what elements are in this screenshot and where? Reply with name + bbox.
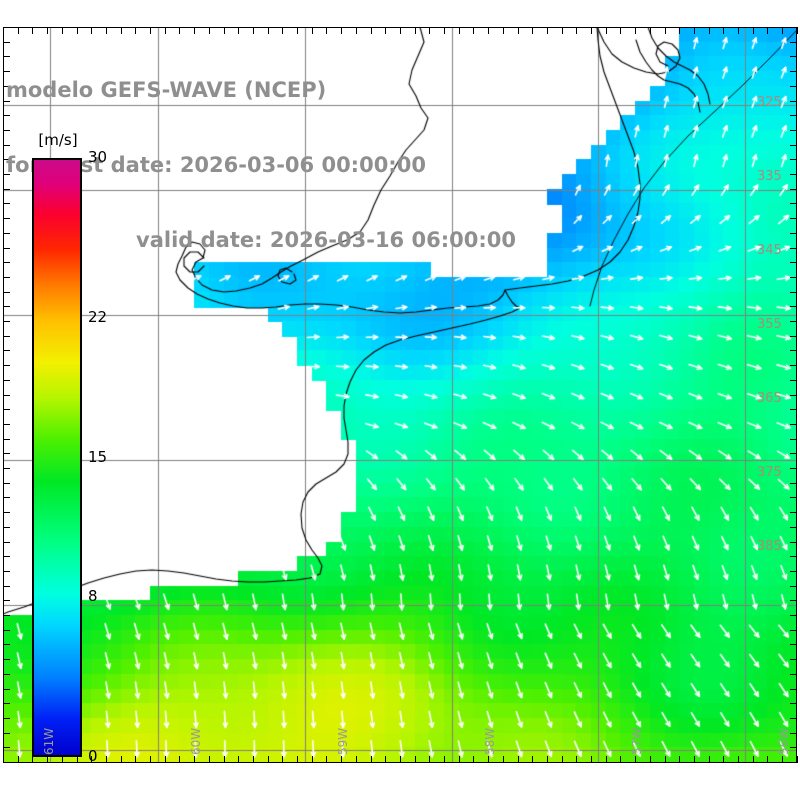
colorbar-tick-8: 8 bbox=[88, 587, 98, 606]
y-gridline-label-345: 345 bbox=[757, 243, 782, 258]
x-gridline-label-56W: 56W bbox=[777, 727, 791, 755]
x-gridline-label-57W: 57W bbox=[630, 727, 644, 755]
colorbar-tick-30: 30 bbox=[88, 148, 108, 166]
y-gridline-label-325: 325 bbox=[757, 95, 782, 110]
y-gridline-label-365: 365 bbox=[757, 391, 782, 406]
colorbar-tick-0: 0 bbox=[88, 747, 98, 765]
title-valid-date-line: valid date: 2026-03-16 06:00:00 bbox=[136, 228, 516, 252]
colorbar-tick-15: 15 bbox=[88, 447, 108, 466]
colorbar-units-label: [m/s] bbox=[38, 131, 78, 149]
y-gridline-label-355: 355 bbox=[757, 317, 782, 332]
x-gridline-label-61W: 61W bbox=[42, 727, 56, 755]
y-gridline-label-335: 335 bbox=[757, 169, 782, 184]
colorbar-tick-22: 22 bbox=[88, 307, 108, 326]
x-gridline-label-60W: 60W bbox=[189, 727, 203, 755]
y-gridline-label-375: 375 bbox=[757, 465, 782, 480]
map-plot-area[interactable] bbox=[3, 27, 797, 763]
y-gridline-label-385: 385 bbox=[757, 539, 782, 554]
wind-field-canvas bbox=[3, 27, 797, 763]
figure-title: modelo GEFS-WAVE (NCEP) forecast date: 2… bbox=[6, 28, 646, 303]
x-gridline-label-58W: 58W bbox=[483, 727, 497, 755]
colorbar-gradient[interactable] bbox=[32, 158, 82, 757]
title-model-line: modelo GEFS-WAVE (NCEP) bbox=[6, 78, 327, 102]
x-gridline-label-59W: 59W bbox=[336, 727, 350, 755]
